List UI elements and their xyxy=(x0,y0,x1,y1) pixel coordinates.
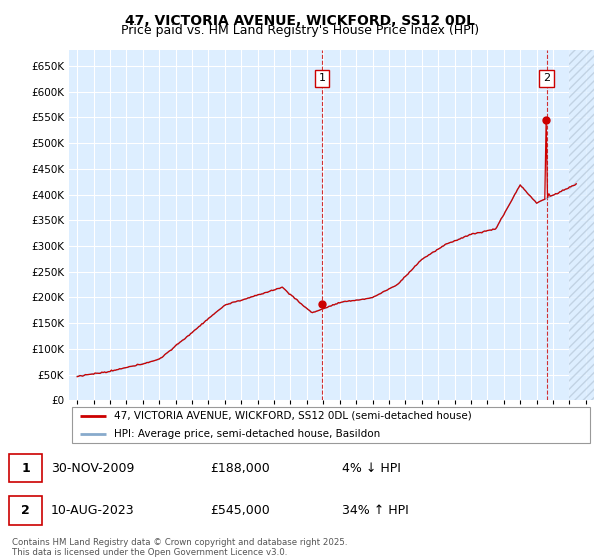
Text: 4% ↓ HPI: 4% ↓ HPI xyxy=(342,462,401,475)
FancyBboxPatch shape xyxy=(9,454,42,482)
Text: 1: 1 xyxy=(21,462,30,475)
Text: 1: 1 xyxy=(319,73,325,83)
Text: 10-AUG-2023: 10-AUG-2023 xyxy=(51,504,134,517)
Text: £545,000: £545,000 xyxy=(210,504,270,517)
Text: 30-NOV-2009: 30-NOV-2009 xyxy=(51,462,134,475)
Text: 2: 2 xyxy=(21,504,30,517)
Text: £188,000: £188,000 xyxy=(210,462,270,475)
Text: Price paid vs. HM Land Registry's House Price Index (HPI): Price paid vs. HM Land Registry's House … xyxy=(121,24,479,36)
Text: HPI: Average price, semi-detached house, Basildon: HPI: Average price, semi-detached house,… xyxy=(113,430,380,439)
Text: 34% ↑ HPI: 34% ↑ HPI xyxy=(342,504,409,517)
Text: 47, VICTORIA AVENUE, WICKFORD, SS12 0DL: 47, VICTORIA AVENUE, WICKFORD, SS12 0DL xyxy=(125,14,475,28)
Bar xyxy=(569,50,594,400)
FancyBboxPatch shape xyxy=(71,407,590,443)
Text: 2: 2 xyxy=(543,73,550,83)
Text: 47, VICTORIA AVENUE, WICKFORD, SS12 0DL (semi-detached house): 47, VICTORIA AVENUE, WICKFORD, SS12 0DL … xyxy=(113,411,472,421)
Text: Contains HM Land Registry data © Crown copyright and database right 2025.
This d: Contains HM Land Registry data © Crown c… xyxy=(12,538,347,557)
FancyBboxPatch shape xyxy=(9,497,42,525)
